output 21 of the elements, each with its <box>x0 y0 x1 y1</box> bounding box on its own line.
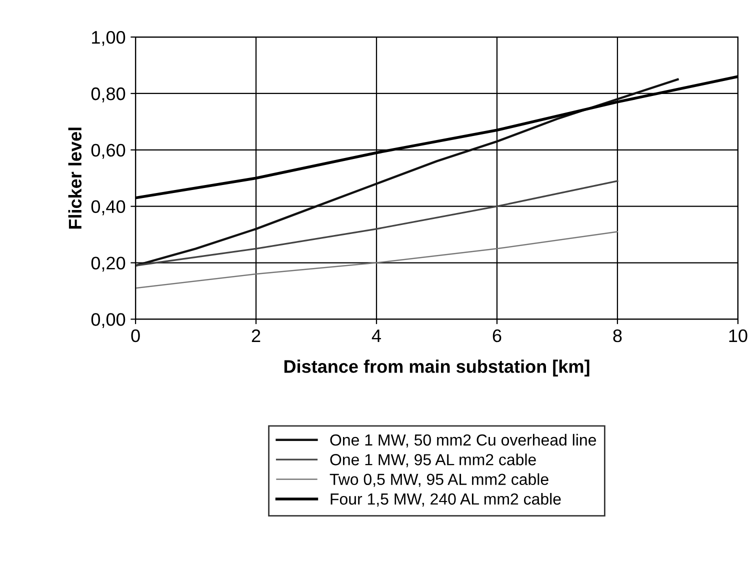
y-axis-title: Flicker level <box>68 128 82 229</box>
legend-label: Four 1,5 MW, 240 AL mm2 cable <box>330 492 561 507</box>
y-tick-label: 0,60 <box>91 144 126 159</box>
y-tick-label: 1,00 <box>92 30 126 46</box>
x-tick-label: 6 <box>492 329 502 342</box>
y-tick-label: 0,00 <box>91 313 126 328</box>
line-series <box>136 231 618 289</box>
x-tick-label: 0 <box>131 329 140 342</box>
y-tick-label: 0,80 <box>91 87 126 102</box>
legend-label: Two 0,5 MW, 95 AL mm2 cable <box>330 473 548 487</box>
x-tick-label: 2 <box>252 329 260 342</box>
x-tick-label: 10 <box>729 329 748 342</box>
y-tick-label: 0,20 <box>91 256 126 272</box>
line-series <box>136 78 679 267</box>
x-axis-title: Distance from main substation [km] <box>284 360 590 376</box>
x-tick-label: 4 <box>372 330 381 342</box>
legend-label: One 1 MW, 95 AL mm2 cable <box>330 454 536 468</box>
x-tick-label: 8 <box>613 329 622 342</box>
y-tick-label: 0,40 <box>91 200 126 216</box>
legend-label: One 1 MW, 50 mm2 Cu overhead line <box>330 434 596 448</box>
line-series <box>136 180 618 266</box>
